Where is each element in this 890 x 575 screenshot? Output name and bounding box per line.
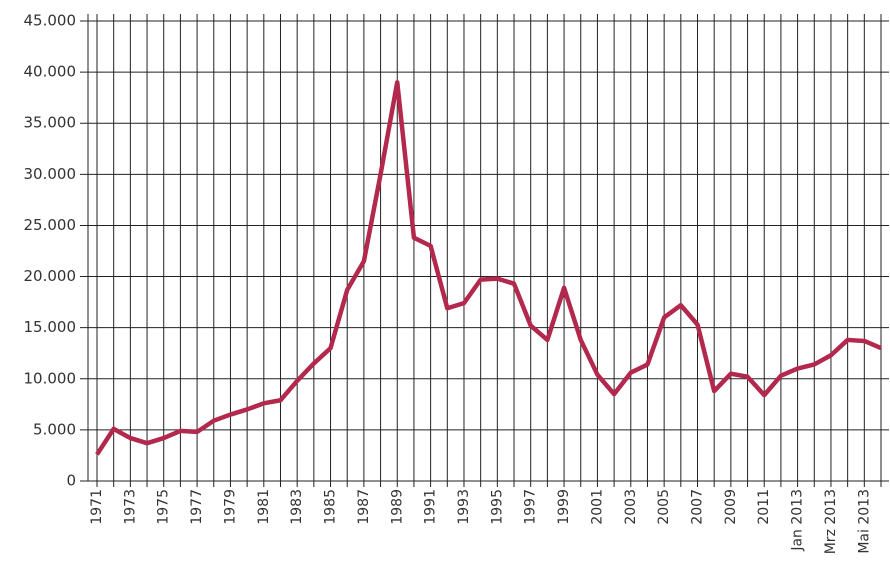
x-tick-label: 2001 [589,489,605,525]
x-tick-label: 1993 [456,489,472,525]
x-tick-label: 1985 [323,489,339,525]
x-tick-label: 2011 [756,489,772,525]
x-tick-label: 1971 [89,489,105,525]
x-tick-label: 1995 [489,489,505,525]
y-tick-label: 30.000 [24,165,77,183]
x-tick-label: 1999 [556,489,572,525]
y-tick-label: 35.000 [24,114,77,132]
x-tick-label: 1973 [122,489,138,525]
x-tick-label: 2005 [656,489,672,525]
y-tick-label: 10.000 [24,369,77,387]
x-tick-label: 1991 [423,489,439,525]
x-tick-label: 1997 [523,489,539,525]
y-tick-label: 0 [66,472,76,490]
x-tick-label: 2009 [723,489,739,525]
x-tick-label: Jan 2013 [790,489,806,552]
y-tick-label: 15.000 [24,318,77,336]
x-tick-label: Mai 2013 [856,489,872,554]
x-tick-label: 1975 [156,489,172,525]
y-tick-label: 40.000 [24,63,77,81]
x-tick-label: 1987 [356,489,372,525]
x-tick-label: Mrz 2013 [823,489,839,554]
x-tick-label: 1979 [222,489,238,525]
x-tick-label: 1983 [289,489,305,525]
x-tick-label: 2003 [623,489,639,525]
data-line [95,80,882,456]
x-tick-label: 1981 [256,489,272,525]
y-tick-label: 45.000 [24,12,77,30]
x-tick-label: 1977 [189,489,205,525]
y-tick-label: 20.000 [24,267,77,285]
y-tick-label: 25.000 [24,216,77,234]
x-tick-label: 1989 [389,489,405,525]
x-tick-label: 2007 [690,489,706,525]
y-tick-label: 5.000 [33,420,76,438]
